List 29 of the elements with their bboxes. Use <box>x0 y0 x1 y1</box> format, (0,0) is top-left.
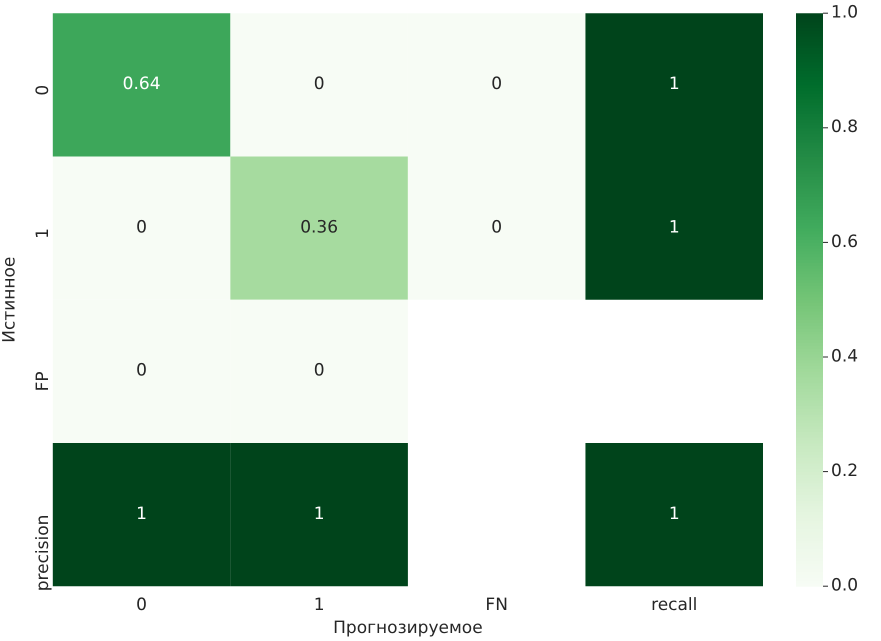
x-tick-label: FN <box>485 594 508 615</box>
data-label: 0.36 <box>300 217 338 238</box>
y-tick-label: 1 <box>33 228 54 239</box>
y-tick-label: precision <box>33 514 54 592</box>
x-tick-label: recall <box>651 594 698 615</box>
data-label: 1 <box>314 504 325 524</box>
y-axis-title: Истинное <box>0 256 20 343</box>
data-label: 0 <box>314 74 325 94</box>
y-tick-label: FP <box>33 371 54 392</box>
x-tick-label: 1 <box>314 594 325 615</box>
data-label: 1 <box>668 504 680 524</box>
color-bar-label: 0.6 <box>831 232 858 252</box>
color-bar-label: 1.0 <box>831 2 858 23</box>
color-bar-label: 0.4 <box>831 346 858 366</box>
color-bar-label: 0.8 <box>831 117 858 138</box>
data-label: 1 <box>668 74 680 94</box>
data-label: 0 <box>314 360 325 381</box>
data-label: 0 <box>491 74 502 94</box>
color-bar-label: 0.0 <box>831 576 858 596</box>
data-label: 0 <box>136 217 147 238</box>
data-label: 0 <box>491 217 502 238</box>
data-label: 0.64 <box>122 74 161 94</box>
x-axis-title: Прогнозируемое <box>333 618 483 638</box>
color-bar-label: 0.2 <box>831 461 858 482</box>
data-label: 1 <box>668 217 680 238</box>
y-tick-label: 0 <box>33 84 54 96</box>
x-tick-label: 0 <box>136 594 147 615</box>
data-label: 1 <box>136 504 147 524</box>
data-label: 0 <box>136 360 147 381</box>
